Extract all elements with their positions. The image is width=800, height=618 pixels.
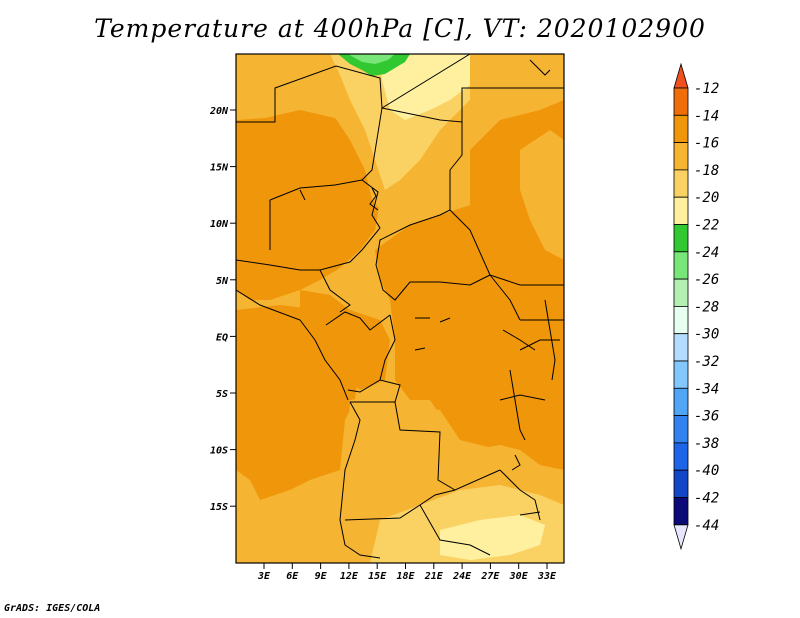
- colorbar-label: -14: [694, 108, 719, 124]
- country-borders: [236, 54, 564, 559]
- lon-tick-label: 9E: [315, 571, 328, 582]
- colorbar-label: -12: [694, 81, 719, 97]
- colorbar-swatch: [673, 114, 689, 144]
- colorbar-label: -18: [694, 163, 719, 179]
- chart-title: Temperature at 400hPa [C], VT: 202010290…: [94, 14, 706, 43]
- lon-tick-label: 15E: [368, 571, 387, 582]
- lon-tick-label: 27E: [480, 571, 500, 582]
- lat-tick-label: 10N: [210, 219, 229, 230]
- lon-tick-label: 12E: [340, 571, 359, 582]
- lon-tick-label: 33E: [537, 571, 557, 582]
- colorbar-label: -36: [694, 409, 719, 425]
- colorbar-swatch: [673, 142, 689, 171]
- colorbar-label: -28: [694, 299, 719, 315]
- colorbar-label: -40: [694, 463, 719, 479]
- field-region-orange-gulf: [300, 290, 390, 390]
- lon-tick-label: 3E: [257, 571, 271, 582]
- colorbar-swatch: [673, 442, 689, 471]
- colorbar-label: -34: [694, 381, 719, 397]
- temperature-field: [236, 54, 564, 563]
- map-frame: [235, 53, 565, 564]
- colorbar-label: -24: [694, 245, 719, 261]
- colorbar-swatch: [673, 305, 689, 335]
- lon-tick-label: 30E: [509, 571, 529, 582]
- colorbar-label: -16: [694, 136, 719, 152]
- colorbar-label: -42: [694, 491, 719, 507]
- field-region-paleyellow-south: [440, 515, 545, 560]
- colorbar-label: -44: [694, 518, 719, 534]
- field-region-lightgreen-north: [348, 54, 395, 64]
- lat-tick-label: 5N: [216, 276, 229, 287]
- colorbar-swatch: [673, 196, 689, 225]
- field-region-paleyellow-north: [380, 54, 470, 120]
- lat-tick-label: 15S: [210, 502, 228, 513]
- latitude-axis: 20N 15N 10N 5N EQ 5S 10S 15S: [209, 106, 236, 513]
- field-region-green-north: [338, 54, 410, 76]
- colorbar-swatch: [673, 415, 689, 444]
- colorbar-swatch: [673, 169, 689, 198]
- lon-tick-label: 24E: [452, 571, 472, 582]
- lon-tick-label: 6E: [286, 571, 299, 582]
- colorbar-label: -32: [694, 354, 719, 370]
- colorbar: -12 -14 -16 -18 -20 -22 -24 -26 -28 -30 -32 -34 -36 -…: [673, 62, 719, 551]
- colorbar-swatch: [673, 251, 689, 280]
- field-region-lightorange-east: [520, 130, 564, 260]
- lat-tick-label: 20N: [209, 106, 229, 117]
- colorbar-swatch: [673, 497, 689, 526]
- field-region-orange-west: [236, 110, 380, 300]
- colorbar-swatch: [673, 333, 689, 362]
- lon-tick-label: 21E: [424, 571, 444, 582]
- lat-tick-label: 5S: [216, 389, 228, 400]
- colorbar-label: -20: [694, 190, 719, 206]
- lon-tick-label: 18E: [396, 571, 415, 582]
- colorbar-top-arrow: [673, 62, 689, 89]
- field-region-orange-southwest: [236, 305, 360, 500]
- colorbar-swatch: [673, 224, 689, 253]
- colorbar-label: -26: [694, 272, 719, 288]
- grads-credit: GrADS: IGES/COLA: [4, 603, 101, 614]
- colorbar-label: -30: [694, 327, 719, 343]
- lat-tick-label: EQ: [216, 332, 228, 343]
- colorbar-swatch: [673, 87, 689, 116]
- colorbar-swatch: [673, 360, 689, 389]
- colorbar-swatch: [673, 387, 689, 416]
- colorbar-label: -38: [694, 436, 719, 452]
- colorbar-label: -22: [694, 218, 719, 234]
- lat-tick-label: 15N: [210, 163, 229, 174]
- colorbar-swatch: [673, 469, 689, 498]
- colorbar-bottom-arrow: [673, 524, 689, 551]
- longitude-axis: 3E 6E 9E 12E 15E 18E 21E 24E 27E 30E 33E: [257, 563, 557, 582]
- lat-tick-label: 10S: [210, 446, 228, 457]
- colorbar-swatch: [673, 278, 689, 307]
